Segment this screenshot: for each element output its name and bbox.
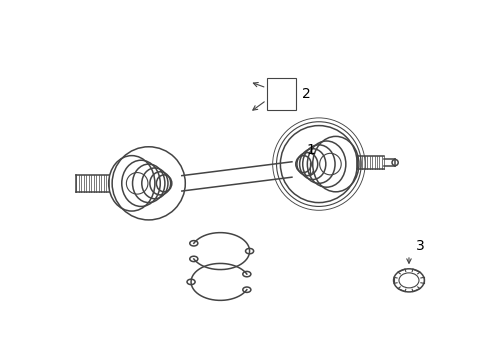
Text: 1: 1 [306,143,315,176]
Text: 3: 3 [416,239,425,253]
Bar [267,78,296,110]
Text: 2: 2 [302,87,311,101]
